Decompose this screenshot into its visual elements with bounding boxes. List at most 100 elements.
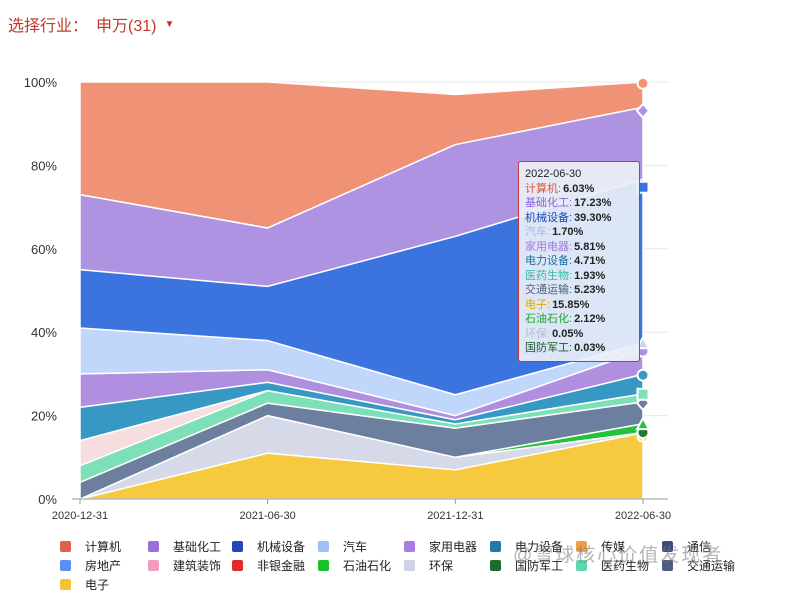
tooltip-label: 交通运输: (525, 284, 573, 296)
tooltip-value: 2.12% (574, 313, 606, 325)
legend-swatch (148, 541, 159, 552)
tooltip-value: 1.70% (552, 226, 584, 238)
tooltip-row: 电子: 15.85% (525, 298, 633, 313)
legend-swatch (404, 541, 415, 552)
tooltip-value: 0.05% (552, 327, 584, 340)
legend-item[interactable]: 建筑装饰 (148, 557, 221, 574)
series-marker[interactable] (636, 368, 650, 382)
tooltip-label: 环保: (525, 327, 551, 340)
legend-label: 房地产 (85, 559, 122, 573)
legend-label: 国防军工 (515, 559, 564, 573)
legend-swatch (148, 560, 159, 571)
y-tick-label: 60% (31, 242, 57, 257)
y-tick-label: 0% (38, 492, 57, 507)
tooltip-value: 0.03% (574, 342, 606, 354)
legend-item[interactable]: 通信 (662, 538, 711, 555)
series-marker[interactable] (635, 416, 651, 431)
industry-selector: 选择行业： 申万(31) ▼ (8, 12, 174, 36)
legend-item[interactable]: 计算机 (60, 538, 121, 555)
legend-item[interactable]: 机械设备 (232, 538, 305, 555)
tooltip-row: 汽车: 1.70% (525, 225, 633, 240)
legend-swatch (318, 541, 329, 552)
legend-swatch (404, 560, 415, 571)
legend-label: 通信 (687, 540, 712, 554)
legend-swatch (232, 541, 243, 552)
tooltip-label: 石油石化: (525, 313, 573, 325)
legend-item[interactable]: 电子 (60, 576, 109, 593)
series-marker[interactable] (636, 76, 650, 90)
tooltip-value: 15.85% (552, 298, 590, 311)
legend-label: 基础化工 (173, 540, 222, 554)
legend-item[interactable]: 基础化工 (148, 538, 221, 555)
tooltip-row: 电力设备: 4.71% (525, 254, 633, 269)
tooltip-row: 医药生物: 1.93% (525, 269, 633, 284)
y-tick-label: 20% (31, 409, 57, 424)
tooltip-row: 石油石化: 2.12% (525, 312, 633, 327)
legend-label: 家用电器 (429, 540, 478, 554)
legend-label: 建筑装饰 (173, 559, 222, 573)
tooltip-value: 1.93% (574, 269, 606, 282)
legend-label: 环保 (429, 559, 454, 573)
legend-label: 医药生物 (601, 559, 650, 573)
tooltip-label: 电力设备: (525, 255, 573, 267)
legend-label: 石油石化 (343, 559, 392, 573)
legend-label: 电子 (85, 578, 110, 592)
legend-item[interactable]: 交通运输 (662, 557, 735, 574)
legend-item[interactable]: 医药生物 (576, 557, 649, 574)
x-tick-label: 2021-06-30 (240, 510, 296, 522)
x-tick-label: 2021-12-31 (427, 510, 483, 522)
legend-item[interactable]: 房地产 (60, 557, 121, 574)
legend-swatch (662, 541, 673, 552)
legend-label: 传媒 (601, 540, 626, 554)
x-tick-label: 2020-12-31 (52, 510, 108, 522)
legend-label: 汽车 (343, 540, 368, 554)
tooltip-value: 39.30% (574, 211, 612, 224)
stacked-area-chart: 0% 20% 40% 60% 80% 100% 2020-12-31 2021-06-30 20… (24, 75, 671, 522)
chevron-down-icon[interactable]: ▼ (164, 18, 175, 30)
legend-item[interactable]: 石油石化 (318, 557, 391, 574)
legend-item[interactable]: 电力设备 (490, 538, 563, 555)
tooltip-row: 家用电器: 5.81% (525, 240, 633, 255)
legend-item[interactable]: 国防军工 (490, 557, 563, 574)
x-tick-label: 2022-06-30 (615, 510, 671, 522)
legend-swatch (662, 560, 673, 571)
legend-swatch (576, 541, 587, 552)
tooltip-row: 环保: 0.05% (525, 327, 633, 342)
tooltip-row: 基础化工: 17.23% (525, 196, 633, 211)
chart-axes: 0% 20% 40% 60% 80% 100% 2020-12-31 2021-06-30 20… (24, 75, 671, 522)
legend-label: 计算机 (85, 540, 122, 554)
tooltip-value: 6.03% (563, 182, 595, 195)
chart-areas (79, 81, 644, 500)
tooltip-label: 汽车: (525, 226, 551, 238)
tooltip-row: 国防军工: 0.03% (525, 341, 633, 356)
legend-item[interactable]: 传媒 (576, 538, 625, 555)
legend-swatch (232, 560, 243, 571)
tooltip-row: 机械设备: 39.30% (525, 211, 633, 226)
tooltip-label: 基础化工: (525, 197, 573, 209)
tooltip-value: 17.23% (574, 197, 612, 209)
legend-label: 交通运输 (687, 559, 736, 573)
industry-selector-label: 选择行业： (8, 18, 89, 35)
series-marker[interactable] (636, 387, 650, 401)
legend-item[interactable]: 非银金融 (232, 557, 305, 574)
series-marker[interactable] (635, 335, 651, 350)
legend-label: 非银金融 (257, 559, 306, 573)
legend-label: 电力设备 (515, 540, 564, 554)
tooltip-row: 计算机: 6.03% (525, 182, 633, 197)
tooltip-value: 4.71% (574, 255, 606, 267)
series-marker[interactable] (635, 102, 651, 120)
legend-item[interactable]: 环保 (404, 557, 453, 574)
legend-label: 机械设备 (257, 540, 306, 554)
chart-tooltip: 2022-06-30 计算机: 6.03% 基础化工: 17.23% 机械设备: 39.3… (518, 161, 640, 362)
legend-item[interactable]: 汽车 (318, 538, 367, 555)
legend-item[interactable]: 家用电器 (404, 538, 477, 555)
y-tick-label: 100% (24, 75, 58, 90)
tooltip-label: 电子: (525, 298, 551, 311)
y-tick-label: 40% (31, 325, 57, 340)
tooltip-value: 5.23% (574, 284, 606, 296)
legend-swatch (60, 560, 71, 571)
tooltip-row: 交通运输: 5.23% (525, 283, 633, 298)
legend-swatch (60, 541, 71, 552)
legend-swatch (318, 560, 329, 571)
industry-dropdown[interactable]: 申万(31) (96, 18, 157, 35)
